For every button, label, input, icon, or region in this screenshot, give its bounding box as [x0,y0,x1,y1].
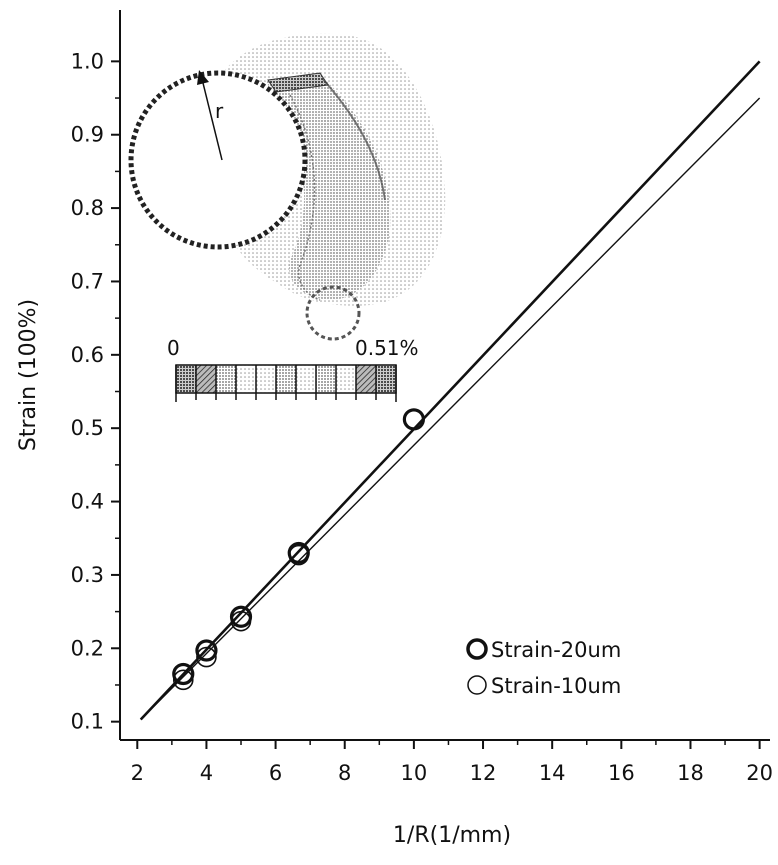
y-tick-label: 0.7 [71,269,104,293]
y-tick-label: 0.4 [71,490,104,514]
scale-bar-seg-9 [336,365,356,393]
x-tick-label: 2 [131,761,144,785]
x-tick-label: 8 [338,761,351,785]
scale-bar-seg-11 [376,365,396,393]
data-point-strain-20um [404,410,423,429]
scale-max-label: 0.51% [355,336,419,360]
scale-bar-seg-8 [316,365,336,393]
strain-map-inset: r [131,34,445,402]
y-tick-label: 0.2 [71,636,104,660]
scale-bar: 0 0.51% [167,336,419,402]
x-tick-label: 10 [401,761,428,785]
y-tick-label: 0.5 [71,416,104,440]
y-tick-label: 0.6 [71,343,104,367]
y-tick-label: 0.8 [71,196,104,220]
x-tick-label: 6 [269,761,282,785]
scale-bar-seg-4 [236,365,256,393]
scale-bar-seg-1 [176,365,196,393]
x-tick-label: 20 [746,761,773,785]
y-tick-label: 1.0 [71,49,104,73]
scale-bar-seg-3 [216,365,236,393]
legend: Strain-20um Strain-10um [468,638,621,698]
y-axis-label: Strain (100%) [16,299,41,451]
data-series [174,410,424,689]
y-tick-label: 0.1 [71,710,104,734]
scale-bar-seg-2 [196,365,216,393]
scale-min-label: 0 [167,336,180,360]
x-tick-label: 16 [608,761,635,785]
scale-bar-seg-7 [296,365,316,393]
scale-bar-seg-5 [256,365,276,393]
x-tick-label: 18 [677,761,704,785]
scale-bar-seg-6 [276,365,296,393]
x-ticks: 2 4 6 8 10 12 14 16 18 20 [131,740,773,785]
scale-bar-seg-10 [356,365,376,393]
legend-label-strain-10um: Strain-10um [491,674,621,698]
x-tick-label: 12 [470,761,497,785]
y-tick-label: 0.3 [71,563,104,587]
legend-marker-strain-20um [468,640,486,658]
legend-label-strain-20um: Strain-20um [491,638,621,662]
legend-marker-strain-10um [468,676,486,694]
data-point-strain-20um [232,607,251,626]
x-tick-label: 14 [539,761,566,785]
radius-label: r [215,99,224,123]
y-ticks: 0.1 0.2 0.3 0.4 0.5 0.6 0.7 0.8 0.9 1.0 [71,49,120,733]
y-tick-label: 0.9 [71,123,104,147]
x-axis-label: 1/R(1/mm) [393,823,511,848]
x-tick-label: 4 [200,761,213,785]
